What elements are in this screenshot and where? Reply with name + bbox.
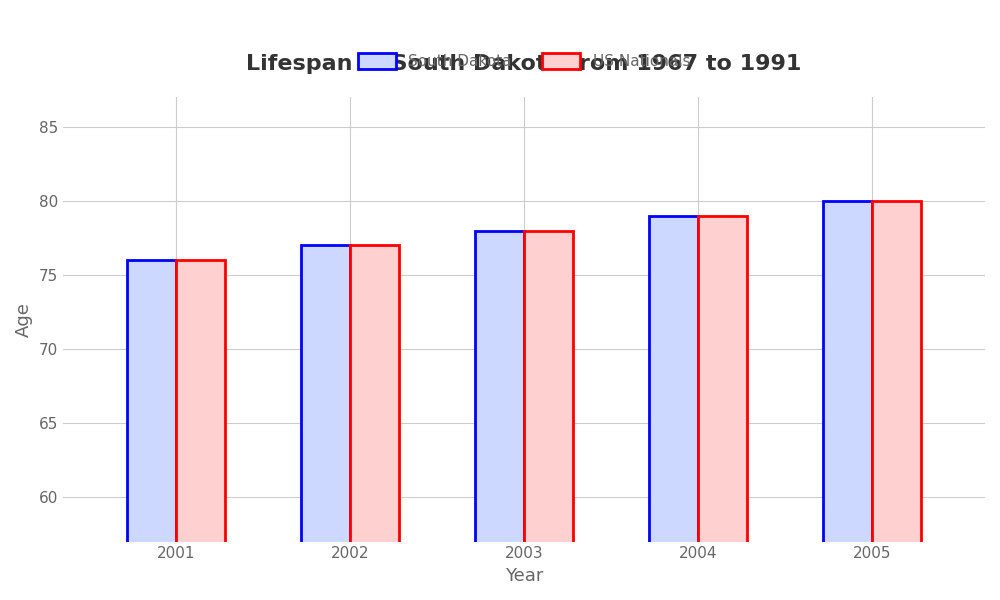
X-axis label: Year: Year bbox=[505, 567, 543, 585]
Bar bbox=[127, 260, 176, 600]
Title: Lifespan in South Dakota from 1967 to 1991: Lifespan in South Dakota from 1967 to 19… bbox=[246, 53, 802, 74]
Y-axis label: Age: Age bbox=[15, 302, 33, 337]
Bar bbox=[698, 216, 747, 600]
Bar bbox=[475, 230, 524, 600]
Bar bbox=[524, 230, 573, 600]
Bar bbox=[301, 245, 350, 600]
Legend: South Dakota, US Nationals: South Dakota, US Nationals bbox=[352, 47, 696, 76]
Bar bbox=[872, 201, 921, 600]
Bar bbox=[823, 201, 872, 600]
Bar bbox=[649, 216, 698, 600]
Bar bbox=[176, 260, 225, 600]
Bar bbox=[350, 245, 399, 600]
